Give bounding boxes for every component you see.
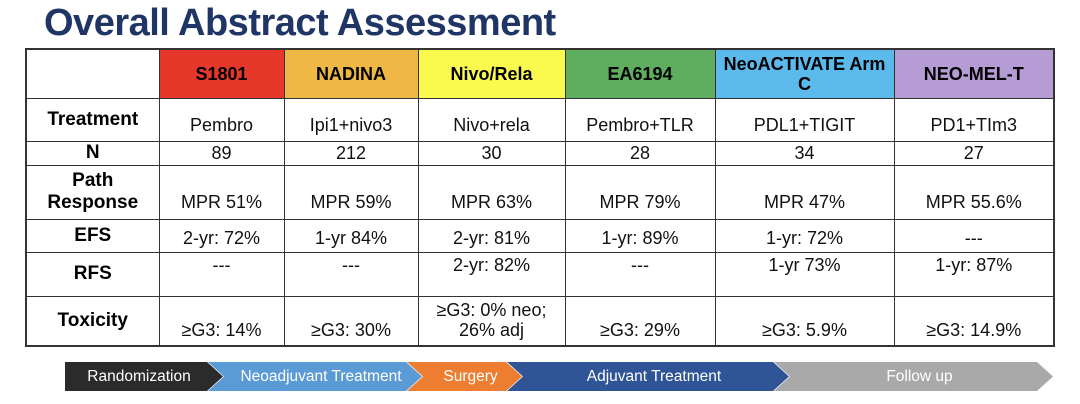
column-header-nivo-rela: Nivo/Rela: [417, 48, 566, 99]
cell-n-neo-mel-t: 27: [893, 140, 1055, 166]
cell-treatment-s1801: Pembro: [158, 97, 285, 142]
cell-rfs-nivo-rela: 2-yr: 82%: [417, 251, 566, 297]
table-row-n: N 89 212 30 28 34 27: [25, 140, 1055, 166]
cell-rfs-ea6194: ---: [564, 251, 716, 297]
cell-treatment-ea6194: Pembro+TLR: [564, 97, 716, 142]
cell-path-nadina: MPR 59%: [283, 164, 419, 220]
cell-toxicity-s1801: ≥G3: 14%: [158, 295, 285, 347]
cell-efs-neoactivate: 1-yr: 72%: [714, 218, 895, 253]
cell-treatment-nadina: Ipi1+nivo3: [283, 97, 419, 142]
table-header-row: S1801 NADINA Nivo/Rela EA6194 NeoACTIVAT…: [25, 48, 1055, 99]
cell-efs-nadina: 1-yr 84%: [283, 218, 419, 253]
cell-rfs-s1801: ---: [158, 251, 285, 297]
cell-toxicity-nivo-rela: ≥G3: 0% neo; 26% adj: [417, 295, 566, 347]
row-label-toxicity: Toxicity: [25, 295, 160, 347]
cell-efs-ea6194: 1-yr: 89%: [564, 218, 716, 253]
cell-toxicity-neo-mel-t: ≥G3: 14.9%: [893, 295, 1055, 347]
cell-toxicity-nadina: ≥G3: 30%: [283, 295, 419, 347]
cell-path-nivo-rela: MPR 63%: [417, 164, 566, 220]
column-header-neoactivate-arm-c: NeoACTIVATE Arm C: [714, 48, 895, 99]
cell-treatment-neo-mel-t: PD1+TIm3: [893, 97, 1055, 142]
table-row-toxicity: Toxicity ≥G3: 14% ≥G3: 30% ≥G3: 0% neo; …: [25, 295, 1055, 347]
cell-n-neoactivate: 34: [714, 140, 895, 166]
cell-n-s1801: 89: [158, 140, 285, 166]
flow-step-follow-up: Follow up: [774, 362, 1053, 391]
flow-step-surgery: Surgery: [407, 362, 522, 391]
column-header-s1801: S1801: [158, 48, 285, 99]
column-header-nadina: NADINA: [283, 48, 419, 99]
assessment-table: S1801 NADINA Nivo/Rela EA6194 NeoACTIVAT…: [25, 48, 1055, 347]
table-row-efs: EFS 2-yr: 72% 1-yr 84% 2-yr: 81% 1-yr: 8…: [25, 218, 1055, 253]
cell-toxicity-neoactivate: ≥G3: 5.9%: [714, 295, 895, 347]
corner-cell: [25, 48, 160, 99]
column-header-neo-mel-t: NEO-MEL-T: [893, 48, 1055, 99]
page-title: Overall Abstract Assessment: [44, 2, 556, 44]
cell-rfs-neo-mel-t: 1-yr: 87%: [893, 251, 1055, 297]
cell-path-neoactivate: MPR 47%: [714, 164, 895, 220]
cell-efs-nivo-rela: 2-yr: 81%: [417, 218, 566, 253]
row-label-rfs: RFS: [25, 251, 160, 297]
row-label-efs: EFS: [25, 218, 160, 253]
flow-step-randomization: Randomization: [65, 362, 223, 391]
table-row-path-response: Path Response MPR 51% MPR 59% MPR 63% MP…: [25, 164, 1055, 220]
row-label-path-response: Path Response: [25, 164, 160, 220]
cell-path-neo-mel-t: MPR 55.6%: [893, 164, 1055, 220]
cell-path-ea6194: MPR 79%: [564, 164, 716, 220]
trial-process-flow: Randomization Neoadjuvant Treatment Surg…: [0, 362, 1080, 391]
cell-efs-neo-mel-t: ---: [893, 218, 1055, 253]
cell-n-ea6194: 28: [564, 140, 716, 166]
flow-step-adjuvant-treatment: Adjuvant Treatment: [507, 362, 789, 391]
cell-treatment-neoactivate: PDL1+TIGIT: [714, 97, 895, 142]
cell-n-nivo-rela: 30: [417, 140, 566, 166]
cell-treatment-nivo-rela: Nivo+rela: [417, 97, 566, 142]
row-label-treatment: Treatment: [25, 97, 160, 142]
cell-path-s1801: MPR 51%: [158, 164, 285, 220]
cell-efs-s1801: 2-yr: 72%: [158, 218, 285, 253]
row-label-n: N: [25, 140, 160, 166]
assessment-table-container: S1801 NADINA Nivo/Rela EA6194 NeoACTIVAT…: [25, 48, 1055, 347]
cell-n-nadina: 212: [283, 140, 419, 166]
table-row-rfs: RFS --- --- 2-yr: 82% --- 1-yr 73% 1-yr:…: [25, 251, 1055, 297]
cell-rfs-neoactivate: 1-yr 73%: [714, 251, 895, 297]
table-row-treatment: Treatment Pembro Ipi1+nivo3 Nivo+rela Pe…: [25, 97, 1055, 142]
cell-rfs-nadina: ---: [283, 251, 419, 297]
column-header-ea6194: EA6194: [564, 48, 716, 99]
cell-toxicity-ea6194: ≥G3: 29%: [564, 295, 716, 347]
flow-step-neoadjuvant-treatment: Neoadjuvant Treatment: [208, 362, 422, 391]
